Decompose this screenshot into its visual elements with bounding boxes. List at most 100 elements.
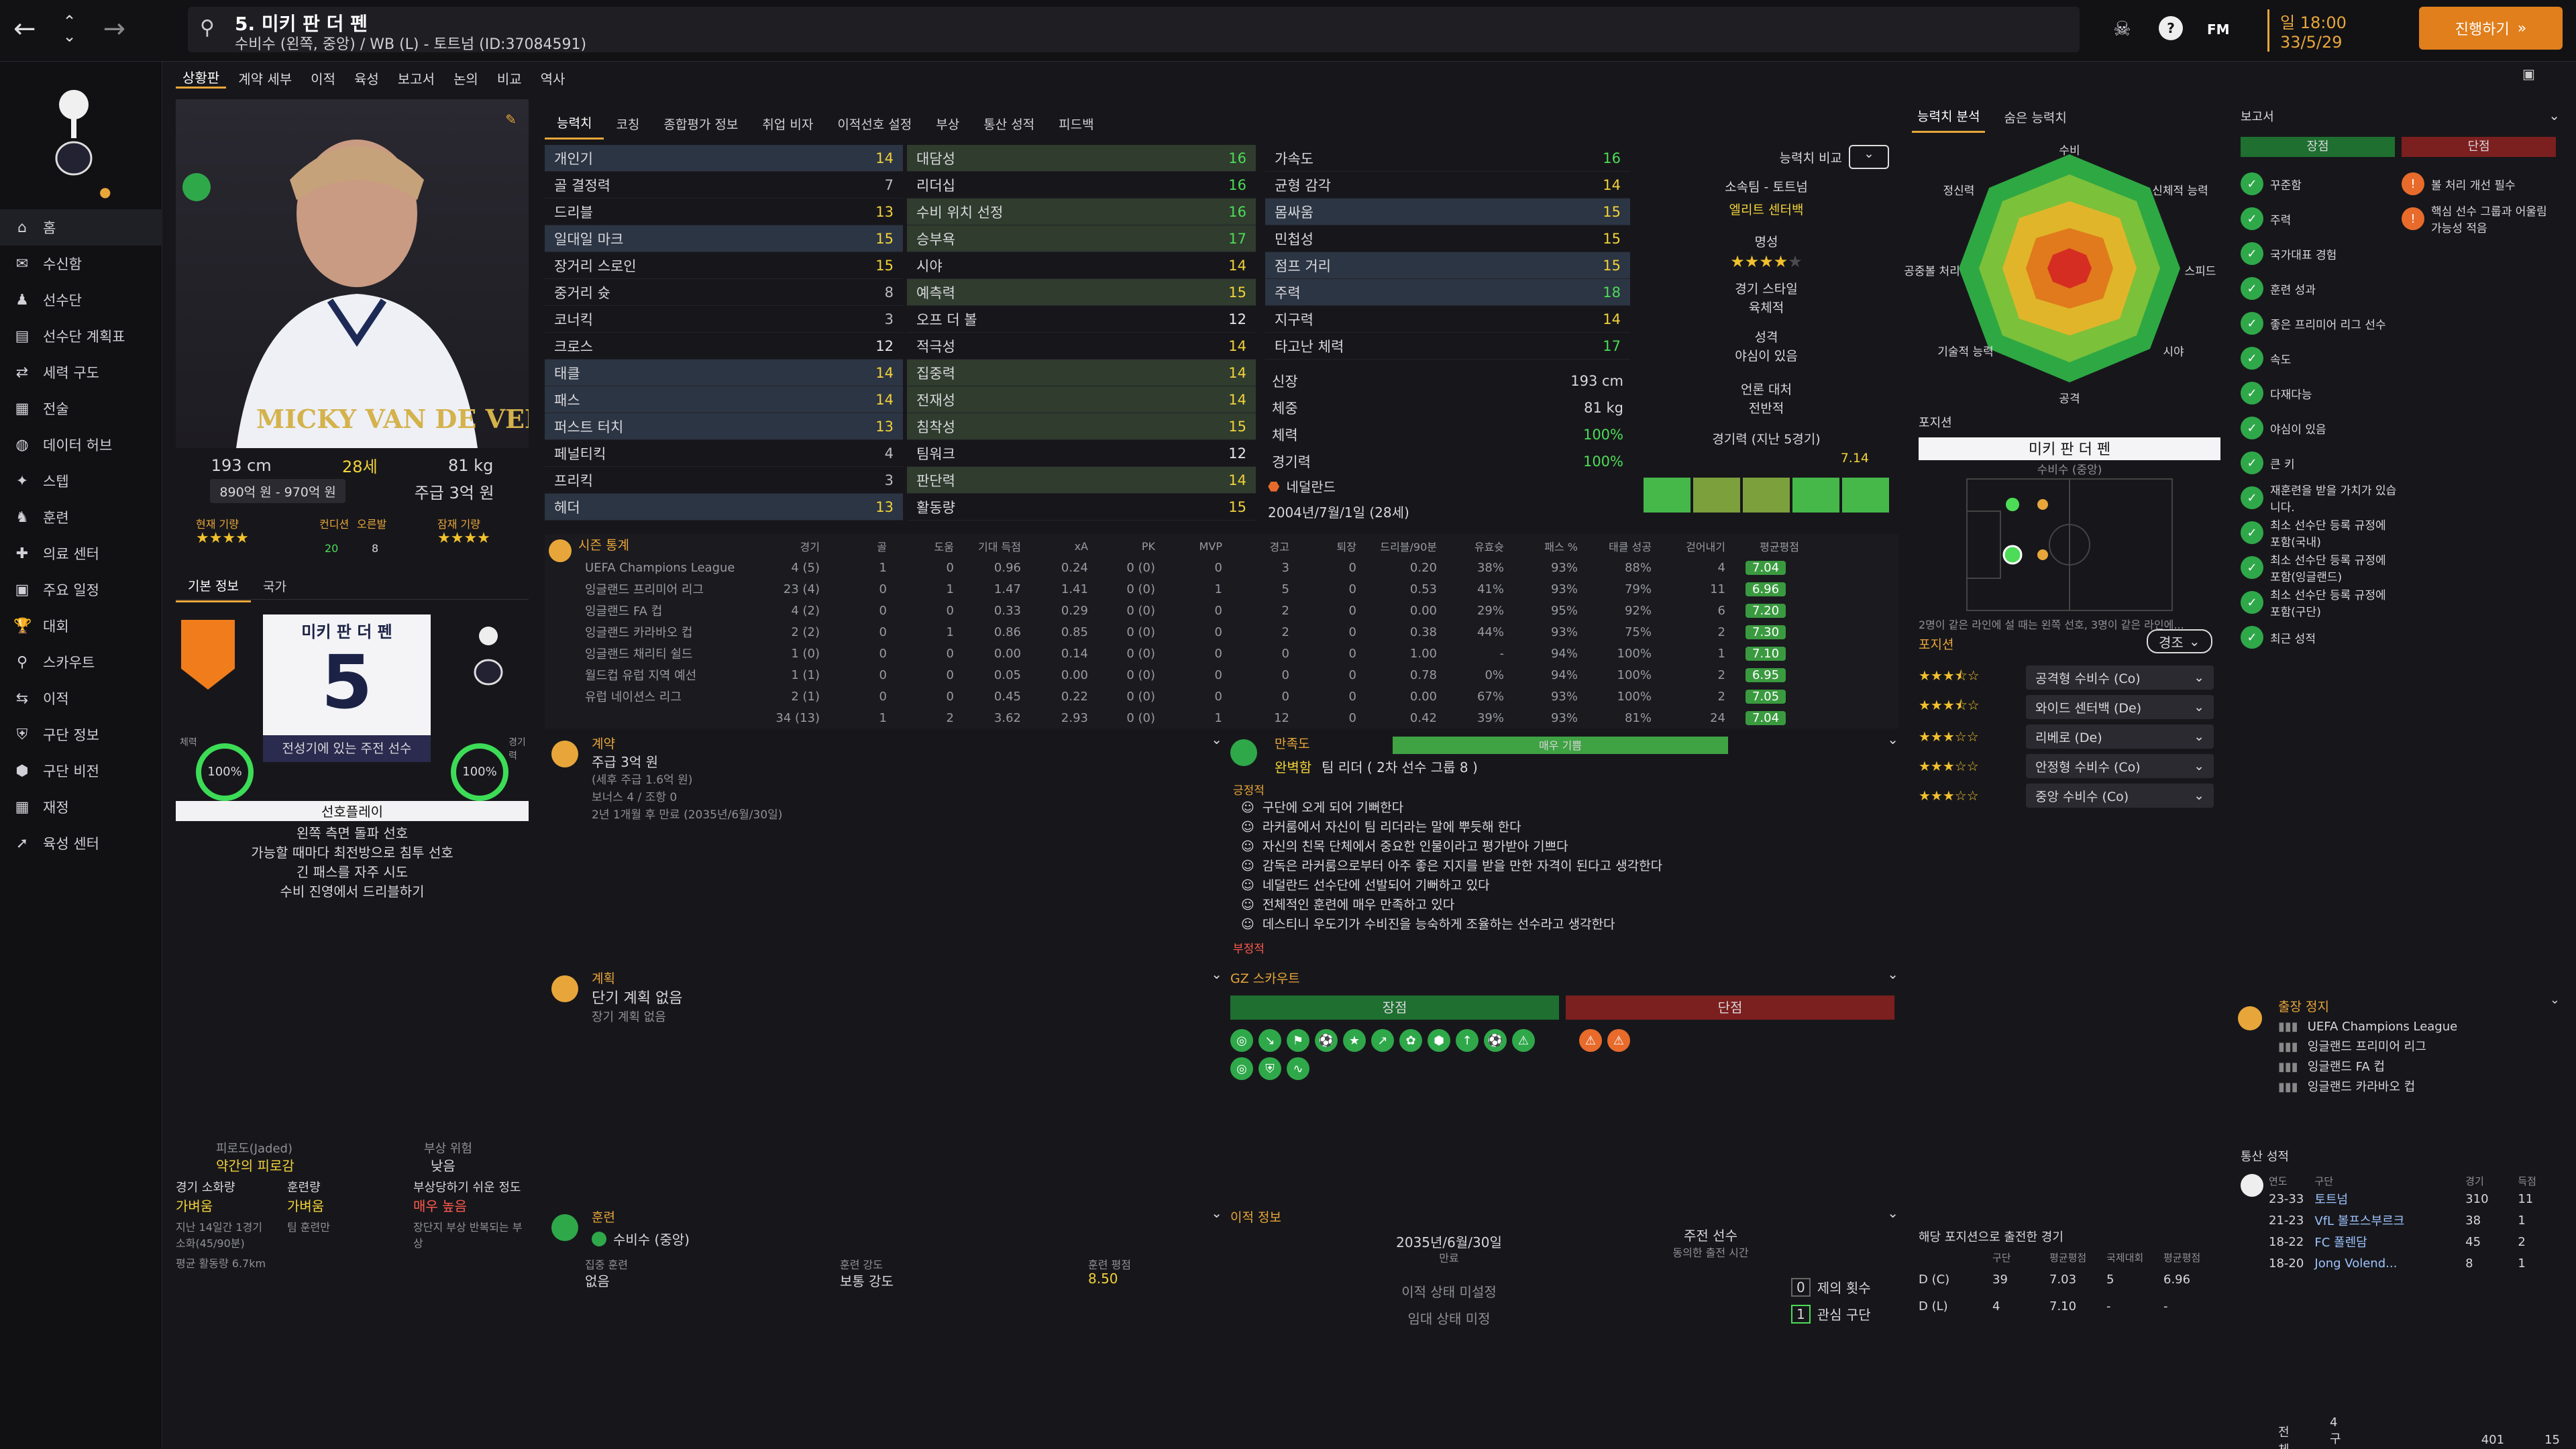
- report-item[interactable]: ✓ 야심이 있음: [2241, 411, 2399, 445]
- report-expand-icon[interactable]: ⌄: [1887, 966, 1898, 982]
- attribute-row[interactable]: 골 결정력 7: [545, 172, 903, 199]
- nav-item[interactable]: ✚ 의료 센터: [0, 535, 162, 572]
- plans-expand-icon[interactable]: ⌄: [1211, 966, 1222, 982]
- nav-item[interactable]: ▣ 주요 일정: [0, 572, 162, 608]
- nav-item[interactable]: ⚲ 스카우트: [0, 644, 162, 680]
- report-item[interactable]: ! 볼 처리 개선 필수: [2402, 166, 2560, 201]
- stats-row[interactable]: 34 (13) 1 2 3.62 2.93 0 (0) 1 12 0 0.42 39% 93% 81% 2…: [545, 707, 1886, 729]
- role-dropdown[interactable]: 와이드 센터백 (De) ⌄: [2026, 695, 2214, 719]
- strength-icon[interactable]: ⚽: [1315, 1029, 1338, 1052]
- report-item[interactable]: ✓ 최근 성적: [2241, 620, 2399, 655]
- attribute-row[interactable]: 전재성 14: [907, 386, 1256, 413]
- attribute-row[interactable]: 크로스 12: [545, 333, 903, 360]
- role-row[interactable]: ★★★⯪☆ 와이드 센터백 (De) ⌄: [1919, 692, 2220, 722]
- layout-icon[interactable]: ▣: [2522, 66, 2535, 82]
- attribute-row[interactable]: 중거리 슛 8: [545, 279, 903, 306]
- subnav-item[interactable]: 이적: [311, 70, 335, 87]
- role-dropdown[interactable]: 안정형 수비수 (Co) ⌄: [2026, 754, 2214, 778]
- subnav-item[interactable]: 육성: [354, 70, 379, 87]
- attribute-row[interactable]: 드리블 13: [545, 199, 903, 225]
- forward-icon[interactable]: →: [103, 13, 126, 44]
- nav-item[interactable]: ◍ 데이터 허브: [0, 427, 162, 463]
- attribute-row[interactable]: 태클 14: [545, 360, 903, 386]
- main-tab[interactable]: 부상: [936, 117, 960, 132]
- subnav-item[interactable]: 계약 세부: [238, 70, 292, 87]
- report-item[interactable]: ✓ 큰 키: [2241, 445, 2399, 480]
- report-item[interactable]: ✓ 국가대표 경험: [2241, 236, 2399, 271]
- stats-row[interactable]: 월드컵 유럽 지역 예선 1 (1) 0 0 0.05 0.00 0 (0) 0 0 0 0.78 0…: [545, 664, 1886, 686]
- attribute-row[interactable]: 판단력 14: [907, 467, 1256, 494]
- attribute-row[interactable]: 점프 거리 15: [1265, 252, 1630, 279]
- main-tab[interactable]: 코칭: [616, 117, 640, 132]
- attribute-row[interactable]: 몸싸움 15: [1265, 199, 1630, 225]
- compare[interactable]: 능력치 비교 ⌄: [1780, 145, 1889, 169]
- fm-logo[interactable]: FM: [2207, 21, 2230, 38]
- subnav-item[interactable]: 비교: [496, 70, 522, 87]
- nav-item[interactable]: 🏆 대회: [0, 608, 162, 644]
- help-icon[interactable]: ?: [2159, 16, 2183, 40]
- suspension-expand-icon[interactable]: ⌄: [2549, 993, 2560, 1007]
- nav-item[interactable]: ✉ 수신함: [0, 246, 162, 282]
- strength-icon[interactable]: ↑: [1456, 1029, 1479, 1052]
- report-title[interactable]: GZ 스카우트: [1230, 971, 1300, 986]
- continue-button[interactable]: 진행하기 »: [2419, 7, 2563, 50]
- subnav-item[interactable]: 역사: [540, 70, 566, 87]
- attribute-row[interactable]: 퍼스트 터치 13: [545, 413, 903, 440]
- role-row[interactable]: ★★★☆☆ 중앙 수비수 (Co) ⌄: [1919, 781, 2220, 810]
- report-item[interactable]: ✓ 주력: [2241, 201, 2399, 236]
- happiness-expand-icon[interactable]: ⌄: [1887, 731, 1898, 747]
- attribute-row[interactable]: 타고난 체력 17: [1265, 333, 1630, 360]
- transfer-expand-icon[interactable]: ⌄: [1887, 1205, 1898, 1221]
- attribute-row[interactable]: 리더십 16: [907, 172, 1256, 199]
- report-item[interactable]: ✓ 훈련 성과: [2241, 271, 2399, 306]
- role-dropdown[interactable]: 리베로 (De) ⌄: [2026, 724, 2214, 749]
- nav-item[interactable]: ➚ 육성 센터: [0, 825, 162, 861]
- plans-title[interactable]: 계획: [592, 971, 615, 986]
- nav-item[interactable]: ♟ 선수단: [0, 282, 162, 318]
- contract-expand-icon[interactable]: ⌄: [1211, 731, 1222, 747]
- role-row[interactable]: ★★★☆☆ 안정형 수비수 (Co) ⌄: [1919, 751, 2220, 781]
- attribute-row[interactable]: 승부욕 17: [907, 225, 1256, 252]
- training-expand-icon[interactable]: ⌄: [1211, 1205, 1222, 1221]
- career-row[interactable]: 23-33 토트넘 310 11: [2269, 1188, 2557, 1210]
- main-tab[interactable]: 능력치: [545, 107, 604, 140]
- strength-icon[interactable]: ★: [1343, 1029, 1366, 1052]
- stats-row[interactable]: 잉글랜드 채리티 쉴드 1 (0) 0 0 0.00 0.14 0 (0) 0 0 0 1.00 - 9…: [545, 643, 1886, 664]
- nav-item[interactable]: ▦ 재정: [0, 789, 162, 825]
- report-item[interactable]: ✓ 최소 선수단 등록 규정에 포함(잉글랜드): [2241, 550, 2399, 585]
- strength-icon[interactable]: ⚠: [1512, 1029, 1535, 1052]
- attribute-row[interactable]: 활동량 15: [907, 494, 1256, 521]
- roles-title[interactable]: 포지션: [1919, 637, 1954, 652]
- roles-filter[interactable]: 경조 ⌄: [2147, 629, 2212, 653]
- career-row[interactable]: 21-23 VfL 볼프스부르크 38 1: [2269, 1210, 2557, 1231]
- nav-item[interactable]: ▤ 선수단 계획표: [0, 318, 162, 354]
- search-bar[interactable]: ⚲ 5. 미키 판 더 펜 수비수 (왼쪽, 중앙) / WB (L) - 토트…: [188, 7, 2080, 53]
- interest[interactable]: 1 관심 구단: [1791, 1304, 1871, 1324]
- role-dropdown[interactable]: 중앙 수비수 (Co) ⌄: [2026, 784, 2214, 808]
- attribute-row[interactable]: 대담성 16: [907, 145, 1256, 172]
- nav-item[interactable]: ♞ 훈련: [0, 499, 162, 535]
- tab-nation[interactable]: 국가: [262, 580, 286, 594]
- subnav-item[interactable]: 보고서: [397, 70, 435, 87]
- report-item[interactable]: ✓ 재훈련을 받을 가치가 있습니다.: [2241, 480, 2399, 515]
- report-item[interactable]: ! 핵심 선수 그룹과 어울림 가능성 적음: [2402, 201, 2560, 236]
- report-item[interactable]: ✓ 속도: [2241, 341, 2399, 376]
- main-tab[interactable]: 피드백: [1059, 117, 1094, 132]
- compare-dropdown-icon[interactable]: ⌄: [1849, 145, 1889, 169]
- report-item[interactable]: ✓ 다재다능: [2241, 376, 2399, 411]
- nav-item[interactable]: ⛨ 구단 정보: [0, 716, 162, 753]
- stats-row[interactable]: 잉글랜드 카라바오 컵 2 (2) 0 1 0.86 0.85 0 (0) 0 2 0 0.38 44…: [545, 621, 1886, 643]
- attribute-row[interactable]: 침착성 15: [907, 413, 1256, 440]
- up-down-icon[interactable]: ⌃ ⌄: [62, 12, 76, 46]
- strength-icon[interactable]: ◎: [1230, 1057, 1253, 1080]
- attribute-row[interactable]: 코너킥 3: [545, 306, 903, 333]
- main-tab[interactable]: 종합평가 정보: [663, 117, 739, 132]
- stats-row[interactable]: UEFA Champions League 4 (5) 1 0 0.96 0.24 0 (0…: [545, 557, 1886, 578]
- attribute-row[interactable]: 가속도 16: [1265, 145, 1630, 172]
- strength-icon[interactable]: ✿: [1399, 1029, 1422, 1052]
- report-item[interactable]: ✓ 최소 선수단 등록 규정에 포함(국내): [2241, 515, 2399, 550]
- nav-item[interactable]: ⌂ 홈: [0, 209, 162, 246]
- contract-title[interactable]: 계약: [592, 737, 615, 751]
- attribute-row[interactable]: 지구력 14: [1265, 306, 1630, 333]
- tab-hidden-attributes[interactable]: 숨은 능력치: [2004, 110, 2067, 125]
